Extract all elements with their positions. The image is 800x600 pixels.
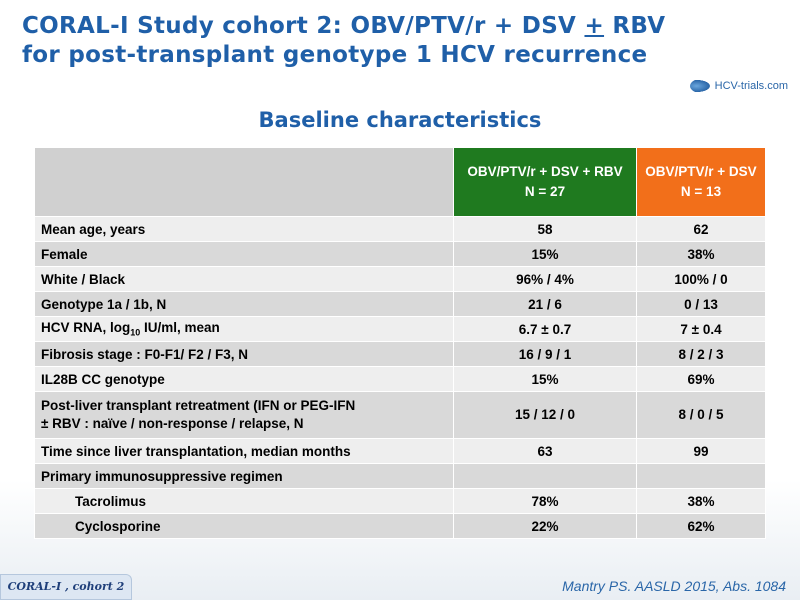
header-no-rbv-arm-name: OBV/PTV/r + DSV — [645, 164, 757, 179]
row-label-line-1: Post-liver transplant retreatment (IFN o… — [41, 398, 356, 413]
table-row: Fibrosis stage : F0-F1/ F2 / F3, N 16 / … — [34, 341, 766, 367]
row-value-no-rbv: 100% / 0 — [636, 266, 766, 292]
title-underlined-plus: + — [584, 13, 605, 39]
table-row: IL28B CC genotype 15% 69% — [34, 366, 766, 392]
header-no-rbv-arm-n: N = 13 — [680, 184, 722, 199]
title-line-1: CORAL-I Study cohort 2: OBV/PTV/r + DSV … — [22, 12, 782, 41]
header-no-rbv-arm: OBV/PTV/r + DSV N = 13 — [636, 147, 766, 217]
row-label: Female — [34, 241, 454, 267]
row-value-no-rbv: 38% — [636, 488, 766, 514]
table-row: Genotype 1a / 1b, N 21 / 6 0 / 13 — [34, 291, 766, 317]
hcv-trials-logo: HCV-trials.com — [689, 76, 788, 96]
table-header-row: OBV/PTV/r + DSV + RBV N = 27 OBV/PTV/r +… — [34, 147, 766, 217]
table-row: White / Black 96% / 4% 100% / 0 — [34, 266, 766, 292]
row-label: Primary immunosuppressive regimen — [34, 463, 454, 489]
row-value-no-rbv: 62% — [636, 513, 766, 539]
row-value-rbv: 63 — [453, 438, 637, 464]
row-value-no-rbv: 7 ± 0.4 — [636, 316, 766, 342]
row-value-no-rbv: 99 — [636, 438, 766, 464]
row-value-rbv: 58 — [453, 216, 637, 242]
row-label-subscript: 10 — [130, 327, 141, 338]
baseline-table: OBV/PTV/r + DSV + RBV N = 27 OBV/PTV/r +… — [34, 147, 766, 539]
logo-text: HCV-trials.com — [714, 80, 788, 92]
logo-swoosh-icon — [689, 79, 712, 93]
row-label: Time since liver transplantation, median… — [34, 438, 454, 464]
row-label: Cyclosporine — [34, 513, 454, 539]
table-row: HCV RNA, log10 IU/ml, mean 6.7 ± 0.7 7 ±… — [34, 316, 766, 342]
row-label: Fibrosis stage : F0-F1/ F2 / F3, N — [34, 341, 454, 367]
row-value-no-rbv: 0 / 13 — [636, 291, 766, 317]
header-rbv-arm-n: N = 27 — [524, 184, 566, 199]
table-row: Time since liver transplantation, median… — [34, 438, 766, 464]
study-tab-label: CORAL-I , cohort 2 — [0, 574, 132, 600]
row-label: Mean age, years — [34, 216, 454, 242]
title-line-1-part-a: CORAL-I Study cohort 2: OBV/PTV/r + DSV — [22, 13, 585, 39]
table-row: Post-liver transplant retreatment (IFN o… — [34, 391, 766, 439]
row-label: IL28B CC genotype — [34, 366, 454, 392]
row-value-no-rbv: 8 / 0 / 5 — [636, 391, 766, 439]
row-value-no-rbv: 8 / 2 / 3 — [636, 341, 766, 367]
title-line-2: for post-transplant genotype 1 HCV recur… — [22, 42, 648, 68]
row-value-no-rbv — [636, 463, 766, 489]
row-value-rbv: 96% / 4% — [453, 266, 637, 292]
citation: Mantry PS. AASLD 2015, Abs. 1084 — [562, 578, 786, 594]
table-row: Cyclosporine 22% 62% — [34, 513, 766, 539]
row-label: Post-liver transplant retreatment (IFN o… — [34, 391, 454, 439]
row-label-line-2: ± RBV : naïve / non-response / relapse, … — [41, 416, 304, 431]
table-row: Female 15% 38% — [34, 241, 766, 267]
title-line-1-part-b: RBV — [604, 13, 666, 39]
row-value-rbv — [453, 463, 637, 489]
row-value-rbv: 22% — [453, 513, 637, 539]
header-blank-cell — [34, 147, 454, 217]
row-value-no-rbv: 69% — [636, 366, 766, 392]
row-value-rbv: 21 / 6 — [453, 291, 637, 317]
header-rbv-arm-name: OBV/PTV/r + DSV + RBV — [467, 164, 623, 179]
table-row: Mean age, years 58 62 — [34, 216, 766, 242]
row-label-part-b: IU/ml, mean — [140, 320, 220, 336]
table-row: Tacrolimus 78% 38% — [34, 488, 766, 514]
row-value-rbv: 78% — [453, 488, 637, 514]
section-subtitle: Baseline characteristics — [258, 108, 542, 132]
row-label: HCV RNA, log10 IU/ml, mean — [34, 316, 454, 342]
row-label: Genotype 1a / 1b, N — [34, 291, 454, 317]
row-value-no-rbv: 62 — [636, 216, 766, 242]
row-value-rbv: 16 / 9 / 1 — [453, 341, 637, 367]
row-label: Tacrolimus — [34, 488, 454, 514]
table-row: Primary immunosuppressive regimen — [34, 463, 766, 489]
row-value-rbv: 15 / 12 / 0 — [453, 391, 637, 439]
row-value-no-rbv: 38% — [636, 241, 766, 267]
row-value-rbv: 6.7 ± 0.7 — [453, 316, 637, 342]
header-rbv-arm: OBV/PTV/r + DSV + RBV N = 27 — [453, 147, 637, 217]
row-label: White / Black — [34, 266, 454, 292]
row-value-rbv: 15% — [453, 366, 637, 392]
row-value-rbv: 15% — [453, 241, 637, 267]
slide-title: CORAL-I Study cohort 2: OBV/PTV/r + DSV … — [22, 12, 782, 70]
row-label-part-a: HCV RNA, log — [41, 320, 131, 336]
